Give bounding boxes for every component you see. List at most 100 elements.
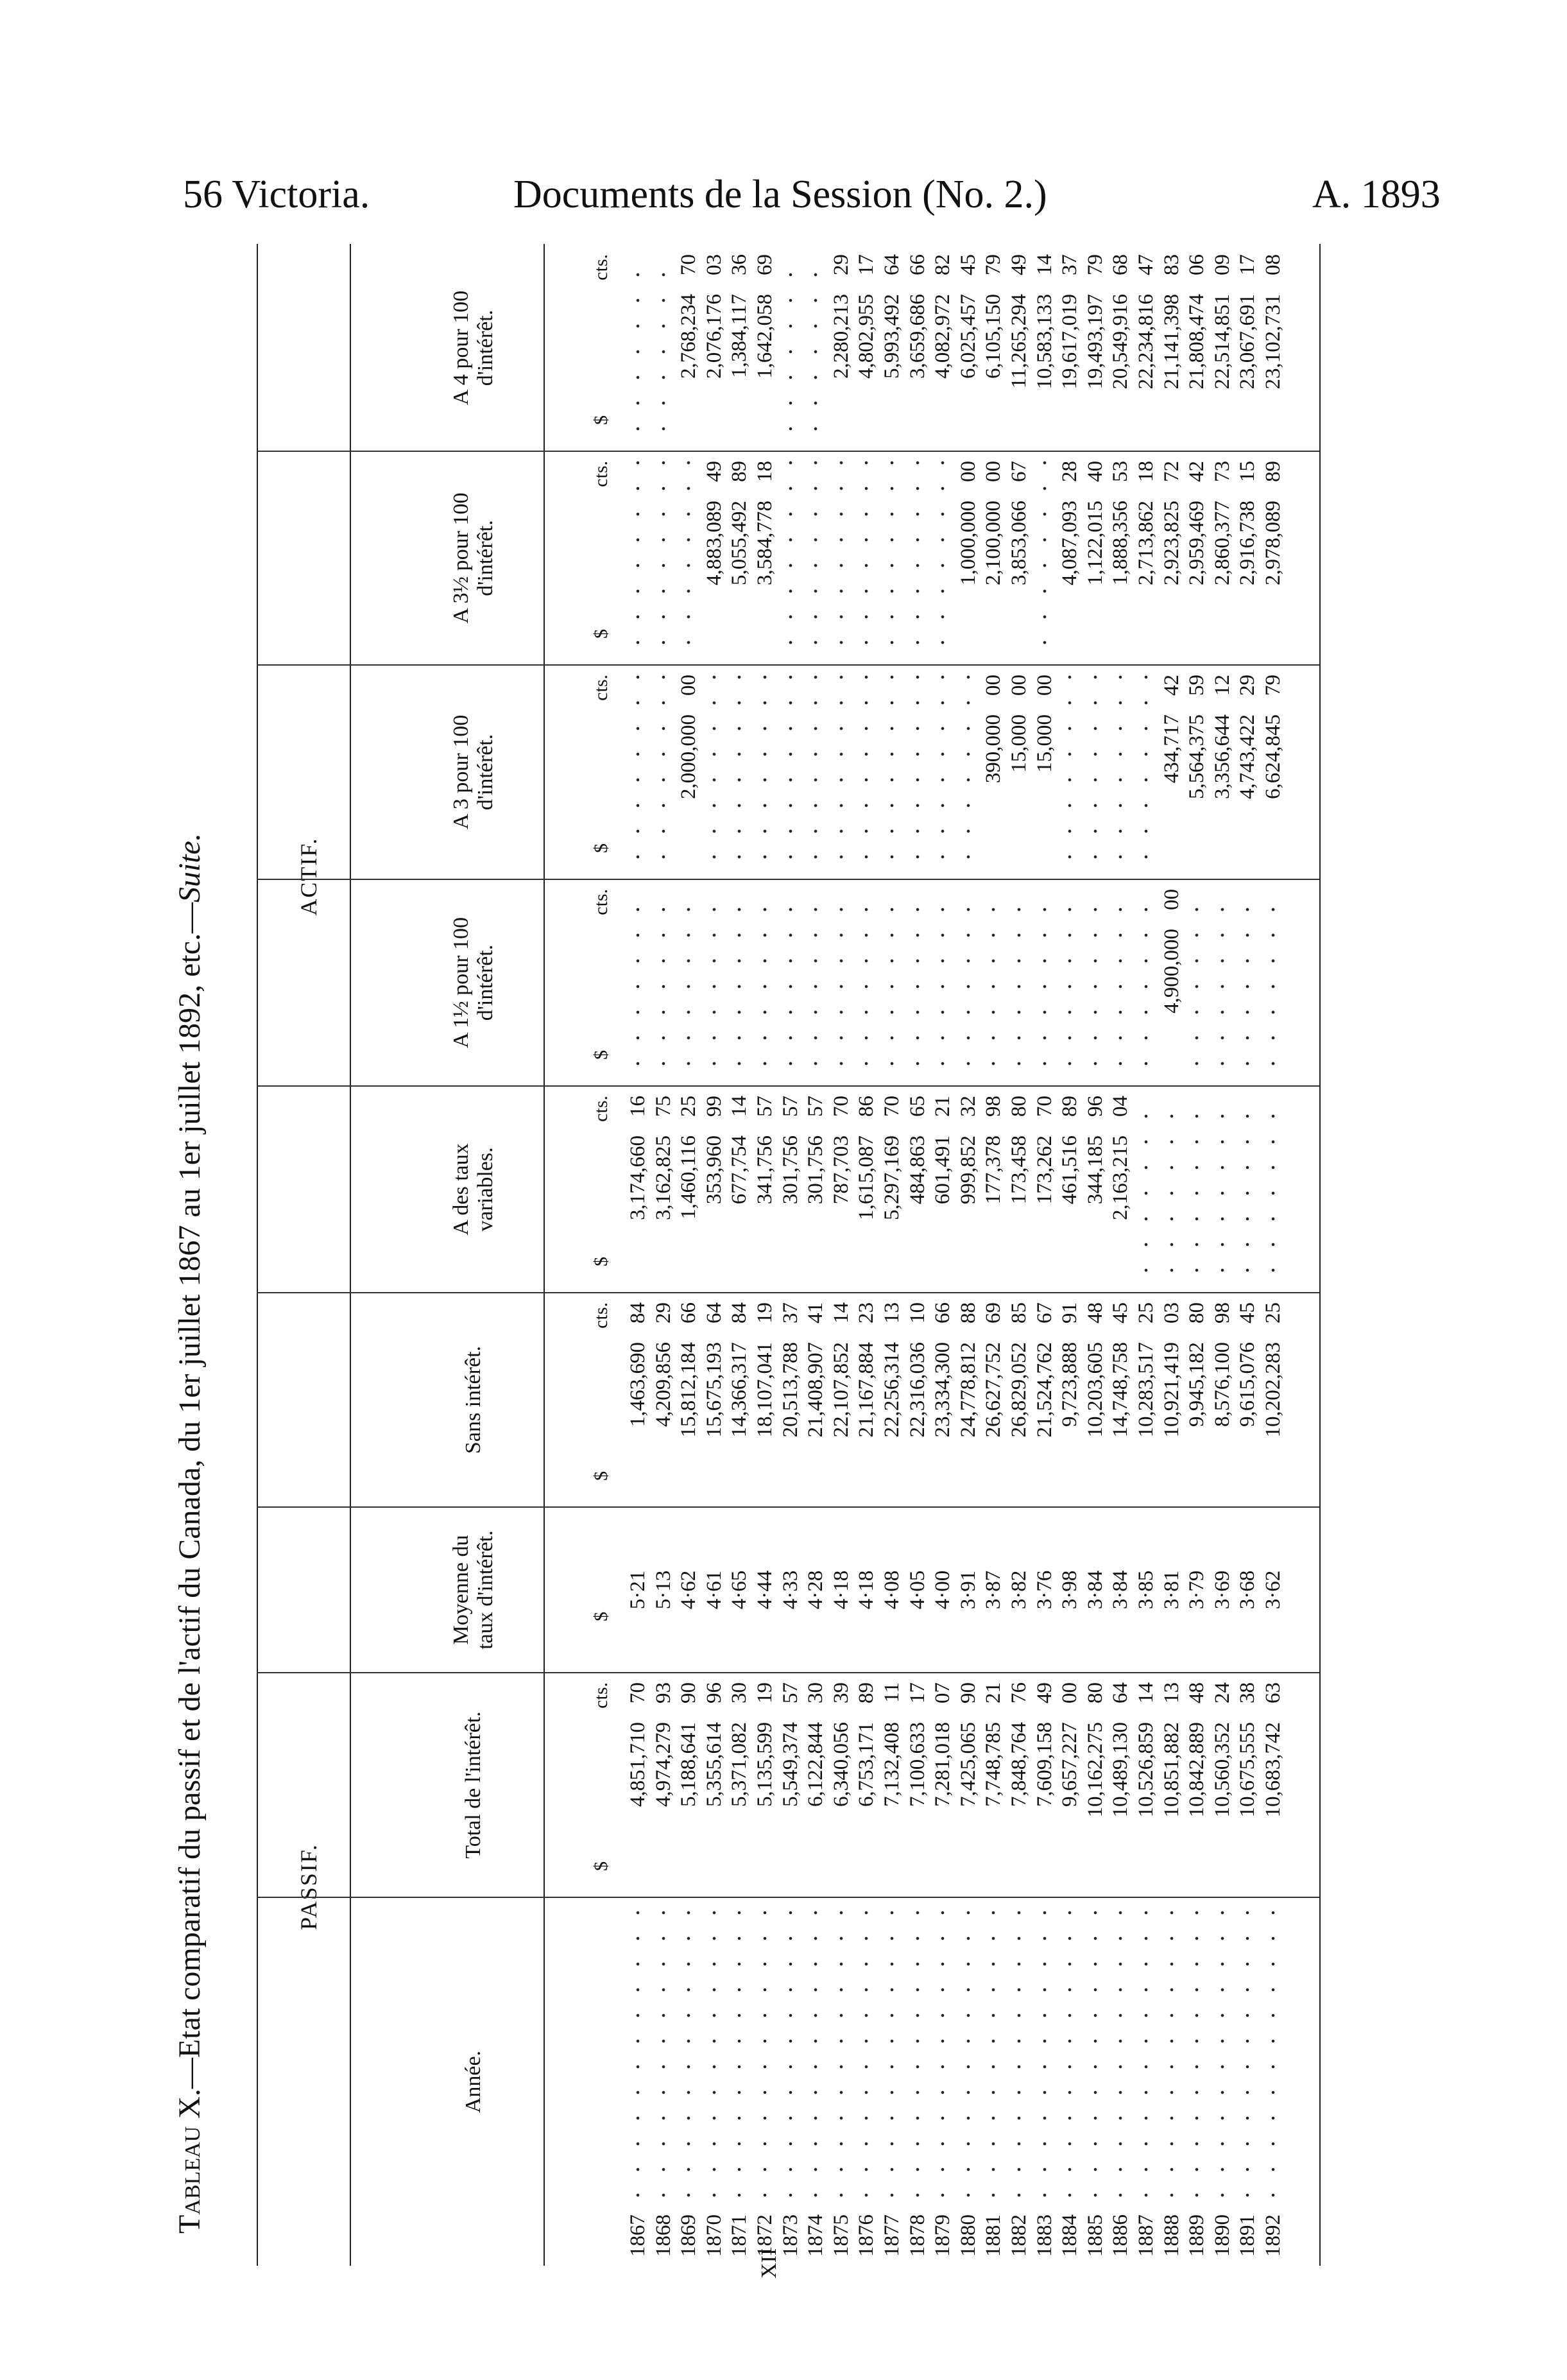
amount-cell: 22,107,852 14	[828, 1302, 854, 1497]
amount-cents: 29	[829, 254, 853, 275]
amount-cents: 49	[1007, 254, 1031, 275]
page-header-session: 56 Victoria.	[183, 173, 370, 216]
amount-cell: 2,000,000 00	[676, 675, 701, 870]
amount-dollars: 19,617,019	[1058, 294, 1082, 390]
amount-dollars: 1,615,087	[855, 1135, 878, 1220]
year-label: 1881	[982, 2214, 1006, 2257]
amount-cell: 3,853,066 67	[1006, 461, 1032, 655]
amount-cell: 2,768,234 70	[676, 254, 701, 442]
amount-cell: 10,583,133 14	[1032, 254, 1058, 442]
amount-cell: 2,076,176 03	[701, 254, 727, 442]
year-label: 1869	[677, 2214, 701, 2257]
empty-cell	[1133, 889, 1159, 1076]
amount-cents: 25	[1262, 1302, 1285, 1324]
amount-dollars: 5,993,492	[880, 294, 903, 379]
year-label: 1878	[905, 2214, 929, 2257]
amount-dollars: 9,657,227	[1058, 1722, 1082, 1807]
amount-cents: 17	[1236, 254, 1260, 275]
dollar-unit: $	[590, 1861, 612, 1871]
empty-cell	[1260, 889, 1286, 1076]
amount-cell: 5,188,641 90	[676, 1682, 701, 1888]
amount-dollars: 15,812,184	[677, 1342, 701, 1438]
amount-dollars: 23,102,731	[1262, 294, 1285, 390]
amount-cell: 22,256,314 13	[879, 1302, 905, 1497]
empty-cell	[1209, 1096, 1235, 1283]
leader-dots	[980, 1907, 1007, 2208]
amount-cents: 84	[728, 1302, 751, 1324]
year-label: 1890	[1210, 2214, 1234, 2257]
amount-cell: 11,265,294 49	[1006, 254, 1032, 442]
amount-cents: 98	[1210, 1302, 1234, 1324]
empty-cell	[980, 889, 1007, 1076]
empty-cell	[1057, 675, 1083, 870]
amount-cents: 08	[1262, 254, 1285, 275]
amount-cell: 7,132,408 11	[879, 1682, 905, 1888]
table-row-year: 1884	[1057, 1907, 1083, 2257]
amount-dollars: 1,000,000	[956, 501, 980, 585]
leader-dots	[726, 1907, 753, 2208]
empty-cell	[1133, 675, 1159, 870]
amount-cents: 96	[702, 1682, 726, 1703]
cents-unit: cts.	[590, 461, 612, 487]
amount-cents: 30	[728, 1682, 751, 1703]
amount-dollars: 999,852	[956, 1135, 980, 1205]
amount-dollars: 4,082,972	[931, 294, 955, 379]
amount-dollars: 2,163,215	[1109, 1135, 1133, 1220]
amount-cents: 63	[1262, 1682, 1285, 1703]
amount-dollars: 2,713,862	[1135, 501, 1158, 585]
amount-cell: 2,923,825 72	[1159, 461, 1185, 655]
amount-cell: 2,713,862 18	[1133, 461, 1159, 655]
amount-dollars: 6,624,845	[1262, 714, 1285, 799]
amount-cents: 18	[1135, 461, 1158, 482]
amount-cents: 45	[1109, 1302, 1133, 1324]
amount-dollars: 2,959,469	[1185, 501, 1209, 585]
empty-cell	[904, 461, 930, 655]
leader-dots	[650, 1907, 676, 2208]
year-label: 1876	[855, 2214, 878, 2257]
year-label: 1868	[651, 2214, 675, 2257]
empty-cell	[777, 675, 803, 870]
amount-cents: 36	[728, 254, 751, 275]
amount-dollars: 353,960	[702, 1135, 726, 1205]
empty-cell	[1235, 889, 1261, 1076]
amount-cents: 70	[677, 254, 701, 275]
amount-dollars: 6,025,457	[956, 294, 980, 379]
amount-cell: 301,756 57	[803, 1096, 828, 1283]
leader-dots	[1158, 1907, 1185, 2208]
amount-dollars: 20,513,788	[778, 1342, 802, 1438]
amount-cell: 4,209,856 29	[651, 1302, 676, 1497]
amount-cents: 17	[905, 1682, 929, 1703]
amount-cents: 64	[1109, 1682, 1133, 1703]
amount-dollars: 7,425,065	[956, 1722, 980, 1807]
amount-dollars: 24,778,812	[956, 1342, 980, 1438]
table-row-year: 1872	[752, 1907, 778, 2257]
amount-dollars: 8,576,100	[1210, 1342, 1234, 1427]
empty-cell	[1031, 889, 1058, 1076]
amount-cents: 64	[702, 1302, 726, 1324]
amount-cents: 80	[1185, 1302, 1209, 1324]
amount-cell: 10,489,130 64	[1108, 1682, 1133, 1888]
year-label: 1867	[626, 2214, 649, 2257]
amount-dollars: 14,748,758	[1109, 1342, 1133, 1438]
amount-dollars: 5,355,614	[702, 1722, 726, 1807]
rate-cell: 5·21	[626, 1570, 649, 1610]
amount-cell: 2,860,377 73	[1210, 461, 1235, 655]
amount-cell: 15,000 00	[1032, 675, 1058, 870]
amount-cents: 21	[931, 1096, 955, 1117]
amount-cell: 2,280,213 29	[828, 254, 854, 442]
amount-dollars: 677,754	[728, 1135, 751, 1205]
dollar-unit: $	[590, 1612, 612, 1621]
amount-dollars: 2,000,000	[677, 714, 701, 799]
amount-cell: 173,262 70	[1032, 1096, 1058, 1283]
year-label: 1883	[1032, 2214, 1056, 2257]
amount-dollars: 22,234,816	[1135, 294, 1158, 390]
empty-cell	[1184, 1096, 1210, 1283]
amount-dollars: 4,900,000	[1160, 929, 1183, 1013]
page-header-title: Documents de la Session (No. 2.)	[513, 173, 1047, 216]
amount-dollars: 787,703	[829, 1135, 853, 1205]
amount-dollars: 173,458	[1007, 1135, 1031, 1205]
table-row-year: 1875	[828, 1907, 854, 2257]
empty-cell	[726, 675, 753, 870]
amount-cell: 1,642,058 69	[752, 254, 778, 442]
amount-dollars: 18,107,041	[753, 1342, 776, 1438]
